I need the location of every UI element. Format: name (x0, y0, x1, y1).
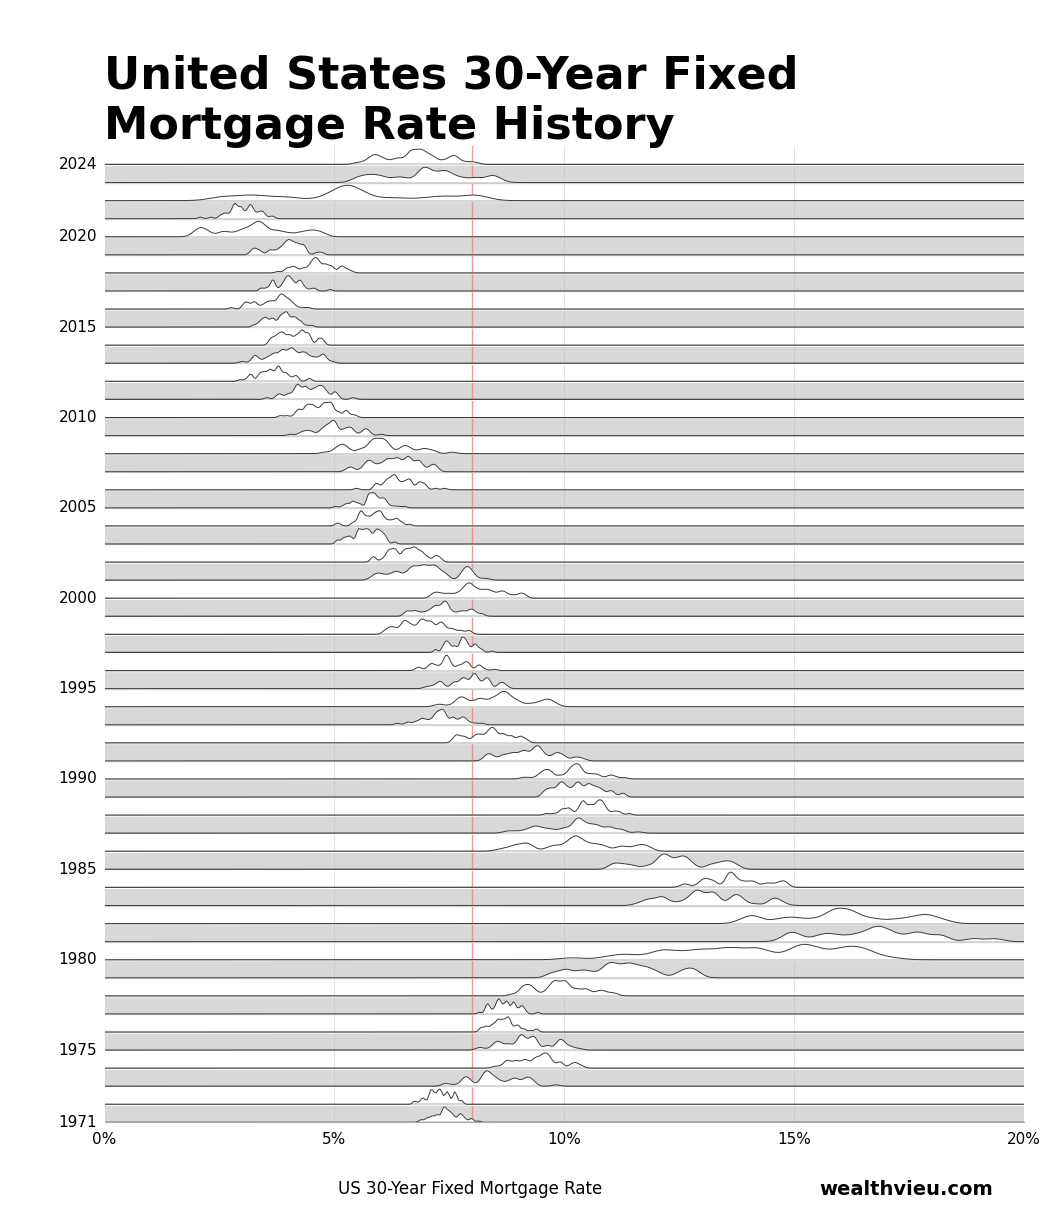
Bar (104, 996, 1024, 1014)
Bar (104, 200, 1024, 218)
Text: 1990: 1990 (59, 771, 97, 787)
Text: 2005: 2005 (59, 500, 97, 515)
Text: 1995: 1995 (59, 681, 97, 697)
Bar (104, 544, 1024, 562)
Bar (104, 870, 1024, 887)
Text: United States 30-Year Fixed
Mortgage Rate History: United States 30-Year Fixed Mortgage Rat… (104, 55, 799, 148)
Bar (104, 218, 1024, 237)
Bar (104, 436, 1024, 454)
Bar (104, 725, 1024, 743)
Bar (104, 1014, 1024, 1032)
Bar (104, 1069, 1024, 1086)
Bar (104, 671, 1024, 688)
Bar (104, 815, 1024, 833)
Bar (104, 942, 1024, 960)
Bar (104, 508, 1024, 526)
Bar (104, 833, 1024, 852)
Bar (104, 706, 1024, 725)
Bar (104, 887, 1024, 905)
Bar (104, 1104, 1024, 1122)
Bar (104, 472, 1024, 489)
Bar (104, 634, 1024, 653)
Bar (104, 1032, 1024, 1050)
Bar (104, 924, 1024, 942)
Bar (104, 364, 1024, 382)
Text: 1985: 1985 (59, 861, 97, 877)
Bar (104, 761, 1024, 780)
Bar (104, 237, 1024, 255)
Bar (104, 852, 1024, 870)
Bar (104, 417, 1024, 436)
Bar (104, 255, 1024, 273)
Text: 2010: 2010 (59, 410, 97, 425)
Bar (104, 146, 1024, 165)
Bar (104, 309, 1024, 327)
Bar (104, 1086, 1024, 1104)
Bar (104, 905, 1024, 924)
Bar (104, 327, 1024, 345)
Bar (104, 616, 1024, 634)
Text: 1980: 1980 (59, 953, 97, 967)
Bar (104, 183, 1024, 200)
Text: 1971: 1971 (59, 1115, 97, 1130)
Bar (104, 562, 1024, 581)
Bar (104, 780, 1024, 797)
Bar (104, 797, 1024, 815)
Bar (104, 526, 1024, 544)
Bar (104, 165, 1024, 183)
Text: wealthvieu.com: wealthvieu.com (819, 1180, 993, 1199)
Text: US 30-Year Fixed Mortgage Rate: US 30-Year Fixed Mortgage Rate (339, 1181, 602, 1198)
Bar (104, 399, 1024, 417)
Text: 2020: 2020 (59, 229, 97, 244)
Bar (104, 688, 1024, 706)
Bar (104, 382, 1024, 399)
Text: 2015: 2015 (59, 320, 97, 334)
Bar (104, 653, 1024, 671)
Bar (104, 960, 1024, 977)
Bar (104, 345, 1024, 364)
Text: 2000: 2000 (59, 590, 97, 606)
Bar (104, 454, 1024, 472)
Bar (104, 581, 1024, 598)
Bar (104, 292, 1024, 309)
Text: 2024: 2024 (59, 157, 97, 172)
Bar (104, 273, 1024, 292)
Bar (104, 489, 1024, 508)
Bar (104, 977, 1024, 996)
Bar (104, 1050, 1024, 1069)
Bar (104, 598, 1024, 616)
Text: 1975: 1975 (59, 1043, 97, 1058)
Bar (104, 743, 1024, 761)
